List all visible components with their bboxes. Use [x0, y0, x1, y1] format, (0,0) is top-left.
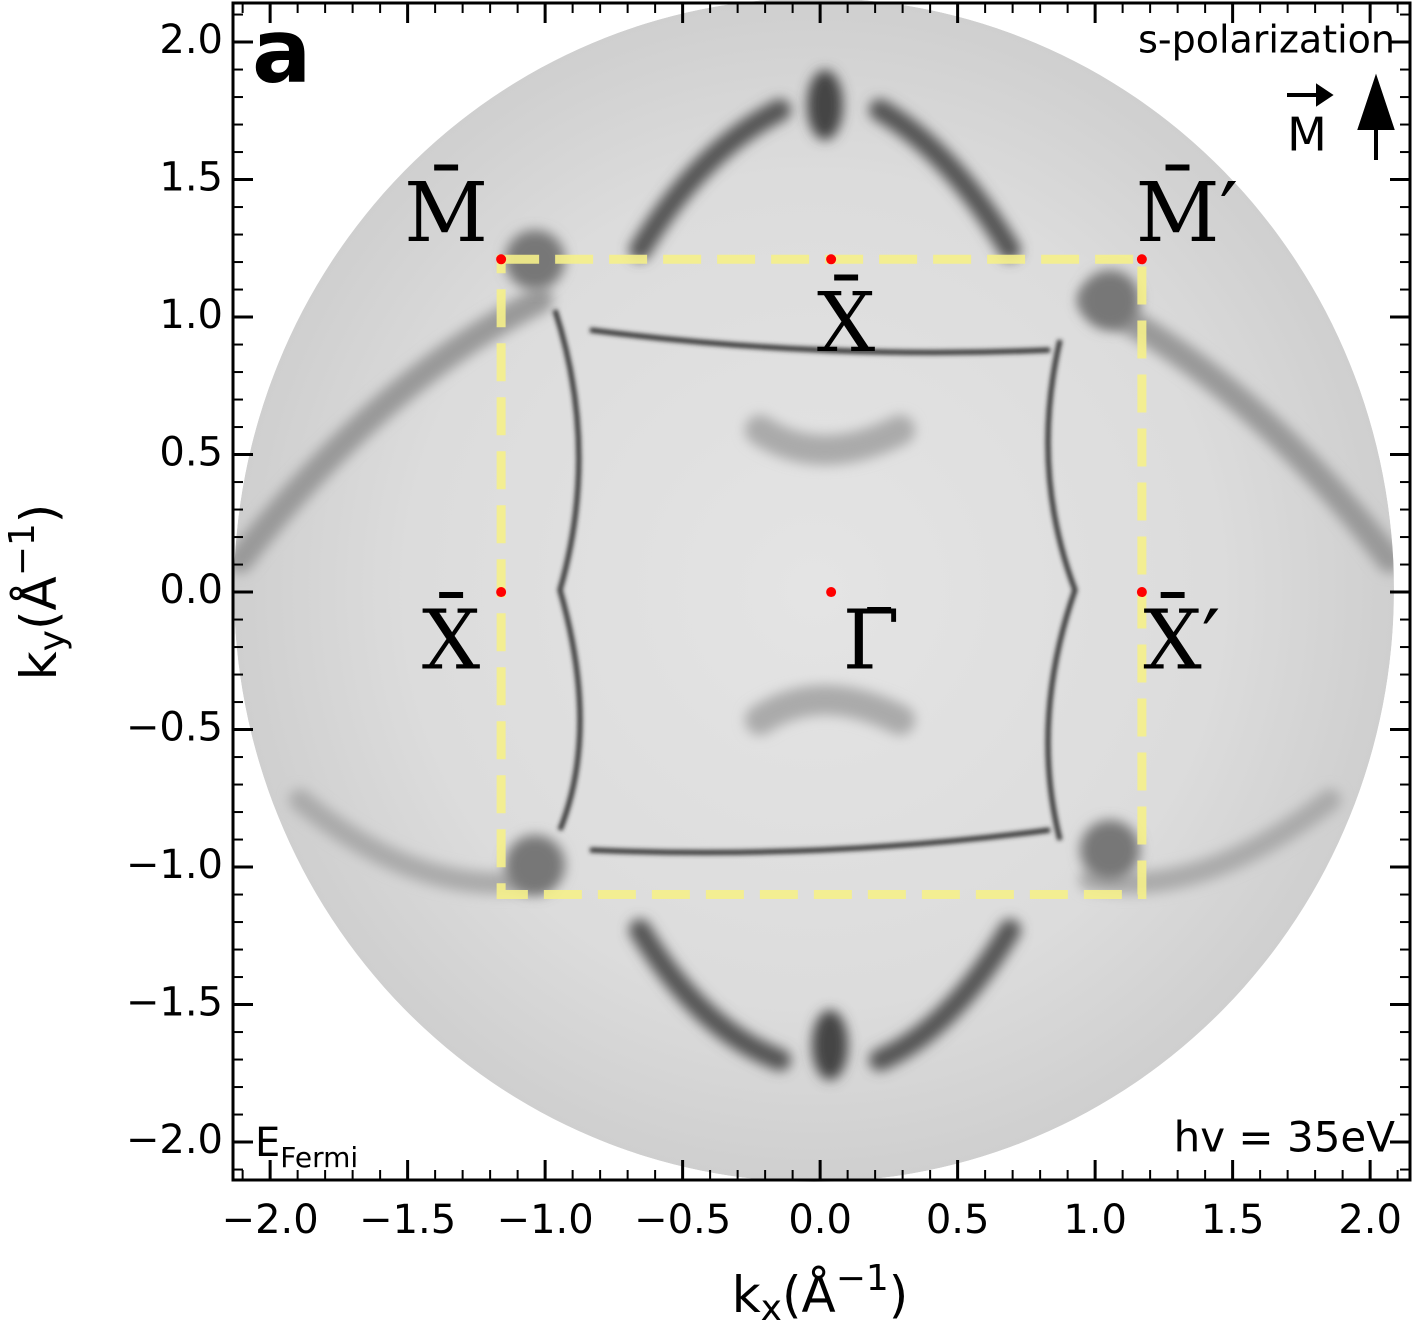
fermi-map — [234, 0, 1394, 1182]
x-label-sub: x — [761, 1288, 782, 1329]
symmetry-point — [1136, 587, 1147, 598]
y-axis-label: ky(Å−1) — [2, 504, 73, 681]
x-tick-label: 2.0 — [1338, 1197, 1402, 1243]
symmetry-point — [496, 254, 507, 265]
x-axis-label: kx(Å−1) — [732, 1258, 909, 1329]
x-tick-label: 1.5 — [1201, 1197, 1265, 1243]
symmetry-point — [496, 587, 507, 598]
symmetry-point — [826, 587, 837, 598]
x-tick-label: 1.0 — [1063, 1197, 1127, 1243]
y-tick-label: 2.0 — [159, 17, 223, 63]
x-tick-label: 0.5 — [926, 1197, 990, 1243]
point-label: X̄′ — [1143, 592, 1220, 689]
magnetization-arrows — [1287, 73, 1395, 160]
y-label-k: k — [10, 651, 68, 680]
x-label-unit: (Å — [782, 1266, 836, 1324]
y-label-close: ) — [10, 504, 68, 524]
y-tick-label: 1.5 — [159, 155, 223, 201]
y-label-unit: (Å — [10, 576, 68, 630]
point-label: X̄ — [817, 274, 875, 371]
energy-label: EFermi — [255, 1120, 358, 1174]
magnetization: M — [1287, 108, 1327, 162]
y-tick-label: −0.5 — [126, 705, 223, 751]
x-label-close: ) — [889, 1266, 909, 1324]
x-tick-label: −0.5 — [634, 1197, 731, 1243]
point-label: M̄ — [404, 164, 488, 261]
photon-energy: hv = 35eV — [1174, 1113, 1396, 1162]
energy-sub: Fermi — [280, 1141, 358, 1174]
y-tick-label: 1.0 — [159, 292, 223, 338]
x-tick-label: −1.0 — [497, 1197, 594, 1243]
y-label-sub: y — [32, 630, 73, 651]
x-label-sup: −1 — [836, 1258, 889, 1299]
symmetry-point — [826, 254, 837, 265]
y-tick-label: 0.0 — [159, 567, 223, 613]
y-tick-label: −2.0 — [126, 1117, 223, 1163]
x-tick-label: −2.0 — [222, 1197, 319, 1243]
point-label: Γ̄ — [843, 594, 900, 689]
y-tick-label: −1.0 — [126, 842, 223, 888]
x-tick-label: −1.5 — [359, 1197, 456, 1243]
point-label: X̄ — [422, 592, 480, 689]
polarization: s-polarization — [1138, 18, 1395, 62]
y-label-sup: −1 — [2, 523, 43, 576]
zone-boundary — [496, 254, 1147, 900]
x-tick-label: 0.0 — [788, 1197, 852, 1243]
panel-label: a — [252, 0, 311, 103]
x-label-k: k — [732, 1266, 761, 1324]
energy-main: E — [255, 1120, 280, 1166]
y-tick-label: −1.5 — [126, 980, 223, 1026]
y-tick-label: 0.5 — [159, 430, 223, 476]
point-label: M̄′ — [1136, 164, 1239, 261]
symmetry-point — [1136, 254, 1147, 265]
